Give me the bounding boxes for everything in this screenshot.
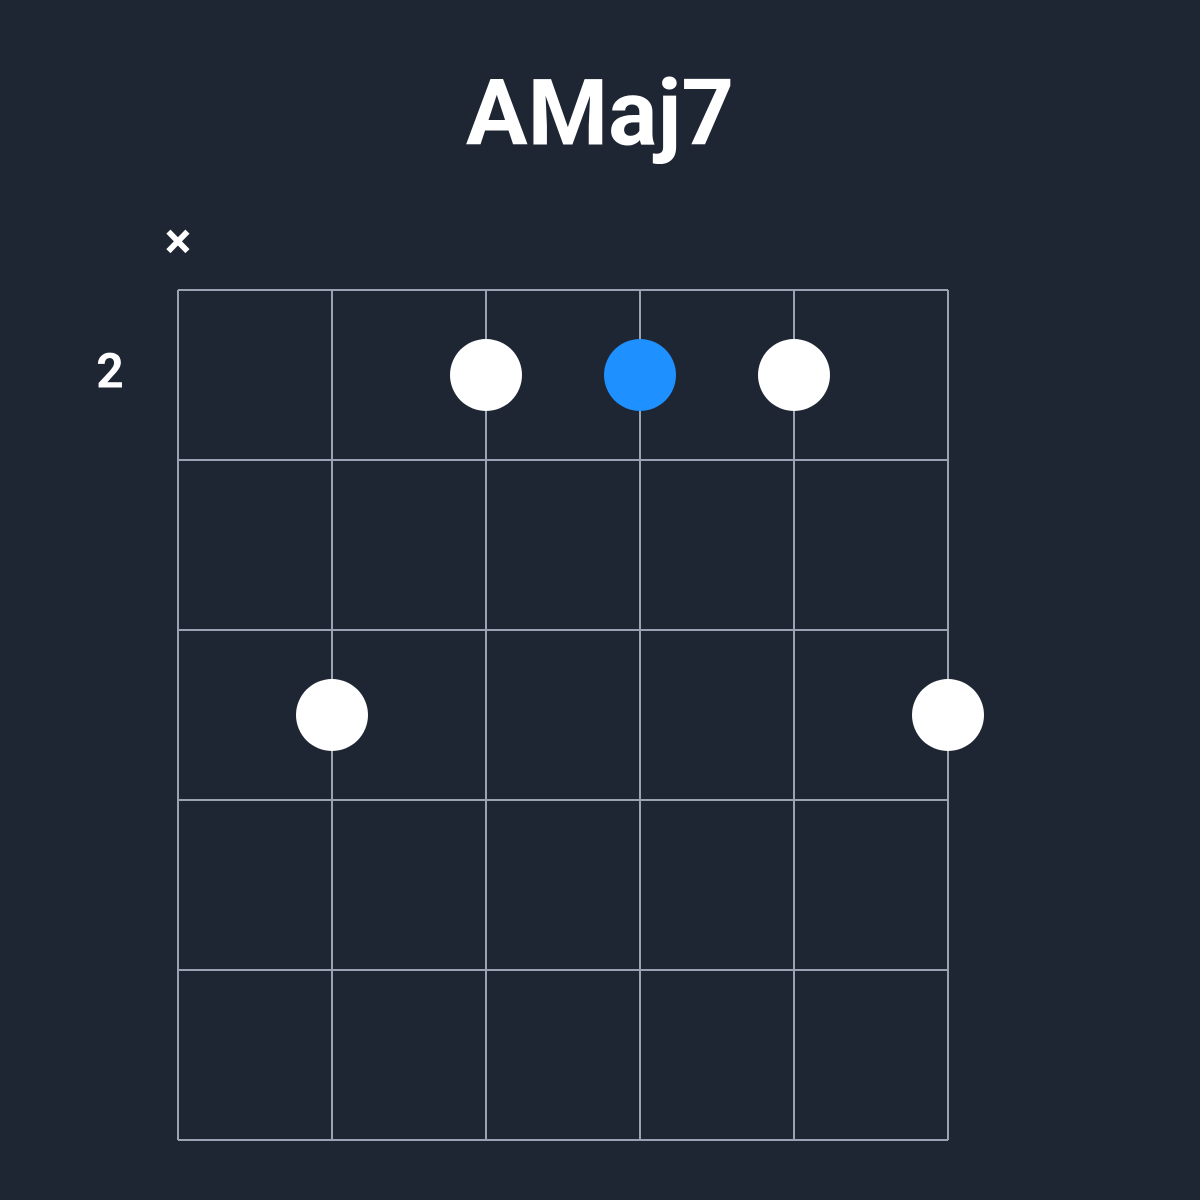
finger-dot bbox=[296, 679, 368, 751]
finger-dot bbox=[604, 339, 676, 411]
finger-dot bbox=[758, 339, 830, 411]
background bbox=[0, 0, 1200, 1200]
mute-markers: × bbox=[165, 213, 192, 271]
finger-dot bbox=[450, 339, 522, 411]
chord-name: AMaj7 bbox=[466, 60, 734, 167]
chord-diagram: AMaj7 2 × bbox=[0, 0, 1200, 1200]
chord-diagram-svg: AMaj7 2 × bbox=[0, 0, 1200, 1200]
mute-icon: × bbox=[165, 213, 192, 271]
starting-fret-label: 2 bbox=[96, 343, 124, 400]
finger-dot bbox=[912, 679, 984, 751]
